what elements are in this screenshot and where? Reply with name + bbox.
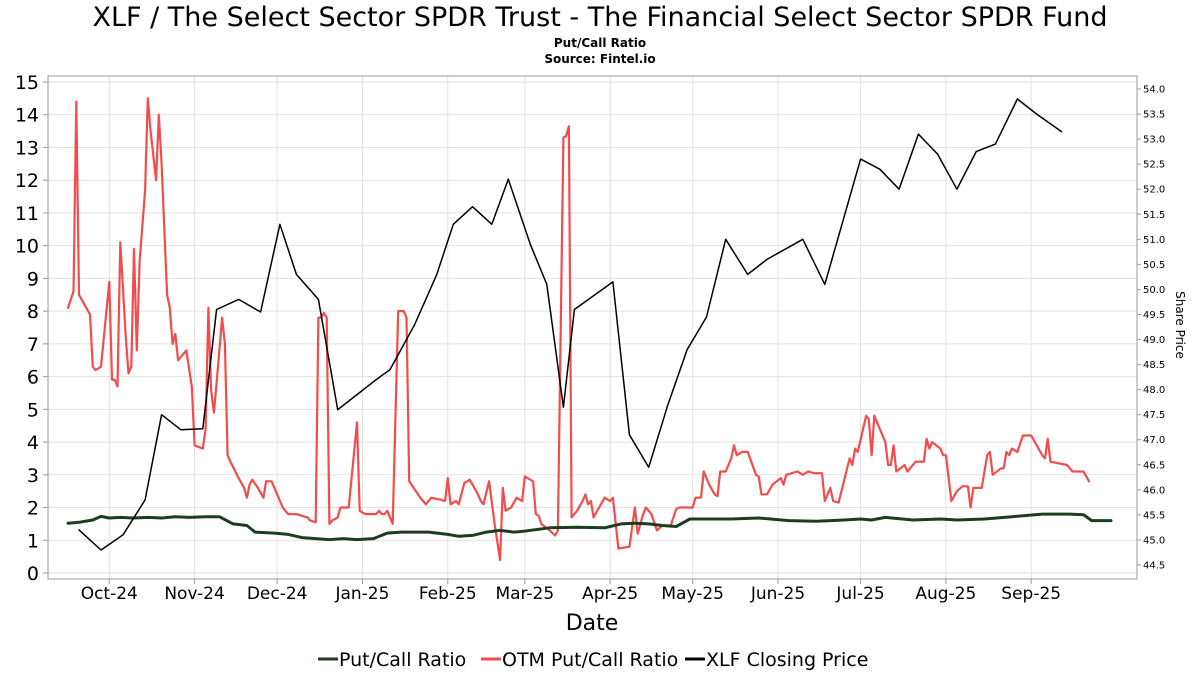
right-tick-label: 49.0	[1143, 335, 1165, 346]
x-tick-label: Jul-25	[835, 584, 884, 604]
x-tick-label: Feb-25	[419, 584, 477, 604]
right-tick-label: 45.5	[1143, 510, 1165, 521]
right-tick-label: 47.0	[1143, 435, 1165, 446]
legend: Put/Call Ratio OTM Put/Call Ratio XLF Clos…	[318, 649, 868, 671]
x-tick-label: May-25	[661, 584, 724, 604]
legend-label: XLF Closing Price	[706, 649, 868, 671]
x-tick-label: Apr-25	[582, 584, 638, 604]
series-line-2	[78, 98, 1063, 551]
legend-label: OTM Put/Call Ratio	[502, 649, 678, 671]
right-tick-label: 44.5	[1143, 561, 1165, 572]
legend-label: Put/Call Ratio	[339, 649, 466, 671]
x-axis-label: Date	[566, 611, 619, 636]
left-tick-label: 13	[15, 137, 39, 159]
left-tick-label: 12	[15, 170, 39, 192]
right-tick-label: 52.5	[1143, 160, 1165, 171]
right-axis-label: Share Price	[1173, 291, 1187, 359]
left-tick-label: 14	[15, 105, 39, 127]
right-tick-label: 51.5	[1143, 210, 1165, 221]
left-tick-label: 9	[27, 268, 39, 290]
x-tick-label: Aug-25	[915, 584, 976, 604]
chart-title: XLF / The Select Sector SPDR Trust - The…	[92, 2, 1108, 33]
series-line-0	[66, 512, 1113, 542]
left-tick-label: 0	[27, 563, 39, 585]
right-tick-label: 48.5	[1143, 360, 1165, 371]
right-tick-label: 49.5	[1143, 310, 1165, 321]
left-tick-label: 6	[27, 367, 39, 389]
x-tick-label: Jun-25	[750, 584, 805, 604]
series-line-1	[66, 97, 1091, 561]
right-tick-label: 53.0	[1143, 135, 1165, 146]
x-tick-label: Mar-25	[495, 584, 554, 604]
left-tick-label: 8	[27, 301, 39, 323]
grid	[48, 76, 1137, 579]
chart-source: Source: Fintel.io	[544, 52, 656, 66]
right-tick-label: 50.0	[1143, 285, 1165, 296]
left-tick-label: 1	[27, 530, 39, 552]
right-tick-label: 46.5	[1143, 460, 1165, 471]
series-layer	[66, 97, 1113, 561]
right-tick-label: 51.0	[1143, 235, 1165, 246]
right-tick-label: 54.0	[1143, 85, 1165, 96]
left-tick-label: 10	[15, 236, 39, 258]
right-tick-label: 47.5	[1143, 410, 1165, 421]
left-tick-label: 7	[27, 334, 39, 356]
right-tick-label: 45.0	[1143, 535, 1165, 546]
left-tick-label: 2	[27, 498, 39, 520]
x-tick-label: Oct-24	[81, 584, 138, 604]
left-tick-label: 15	[15, 72, 39, 94]
right-axis: 44.5 45.0 45.5 46.0 46.5 47.0 47.5 48.0 48.5 49.0…	[1137, 85, 1165, 572]
x-tick-label: Dec-24	[247, 584, 308, 604]
chart-subtitle: Put/Call Ratio	[553, 36, 647, 50]
left-tick-label: 4	[27, 432, 39, 454]
left-tick-label: 3	[27, 465, 39, 487]
right-tick-label: 46.0	[1143, 485, 1165, 496]
left-tick-label: 11	[15, 203, 39, 225]
right-tick-label: 53.5	[1143, 110, 1165, 121]
left-tick-label: 5	[27, 399, 39, 421]
x-tick-label: Jan-25	[334, 584, 389, 604]
right-tick-label: 50.5	[1143, 260, 1165, 271]
x-tick-label: Nov-24	[164, 584, 225, 604]
right-tick-label: 48.0	[1143, 385, 1165, 396]
x-tick-label: Sep-25	[1001, 584, 1061, 604]
right-tick-label: 52.0	[1143, 185, 1165, 196]
x-axis: Oct-24 Nov-24 Dec-24 Jan-25 Feb-25 Mar-25 Apr-…	[81, 579, 1061, 604]
plot-frame	[47, 75, 1138, 580]
